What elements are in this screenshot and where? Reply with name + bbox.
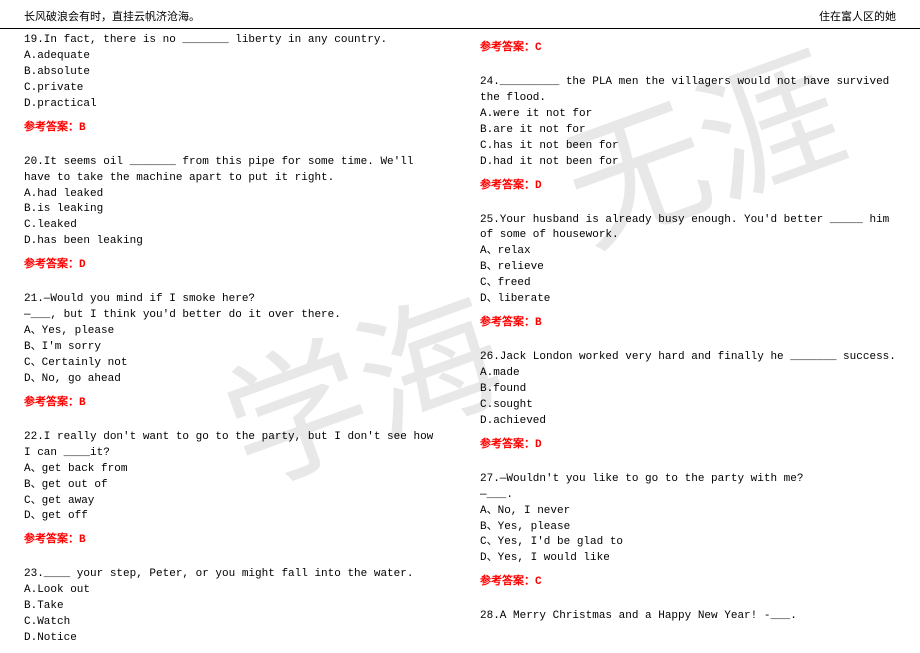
options-list: A、Yes, pleaseB、I'm sorryC、Certainly notD…	[24, 324, 440, 388]
question-text: 19.In fact, there is no _______ liberty …	[24, 33, 440, 49]
reference-answer: 参考答案：B	[24, 533, 440, 549]
reference-answer: 参考答案：B	[24, 396, 440, 412]
question-block: 23.____ your step, Peter, or you might f…	[24, 567, 440, 647]
option-item: C.private	[24, 81, 440, 97]
reference-answer: 参考答案：D	[480, 438, 896, 454]
option-item: D.had it not been for	[480, 155, 896, 171]
question-block: 27.—Wouldn't you like to go to the party…	[480, 472, 896, 592]
option-item: C.has it not been for	[480, 139, 896, 155]
option-item: B.Take	[24, 599, 440, 615]
option-item: A.made	[480, 366, 896, 382]
question-text: 28.A Merry Christmas and a Happy New Yea…	[480, 609, 896, 625]
option-item: A、relax	[480, 244, 896, 260]
question-block: 28.A Merry Christmas and a Happy New Yea…	[480, 609, 896, 625]
option-item: C.leaked	[24, 218, 440, 234]
options-list: A、get back fromB、get out ofC、get awayD、g…	[24, 462, 440, 526]
option-item: C、freed	[480, 276, 896, 292]
reference-answer: 参考答案：B	[24, 121, 440, 137]
right-column: 参考答案：C 24._________ the PLA men the villa…	[460, 33, 896, 653]
question-text: 22.I really don't want to go to the part…	[24, 430, 440, 462]
question-block: 21.—Would you mind if I smoke here? —___…	[24, 292, 440, 412]
options-list: A.had leakedB.is leakingC.leakedD.has be…	[24, 187, 440, 251]
content-columns: 19.In fact, there is no _______ liberty …	[0, 29, 920, 653]
option-item: C.Watch	[24, 615, 440, 631]
option-item: B.absolute	[24, 65, 440, 81]
reference-answer: 参考答案：C	[480, 41, 896, 57]
reference-answer: 参考答案：B	[480, 316, 896, 332]
option-item: C、Certainly not	[24, 356, 440, 372]
option-item: A.had leaked	[24, 187, 440, 203]
option-item: B.is leaking	[24, 202, 440, 218]
reference-answer: 参考答案：D	[480, 179, 896, 195]
option-item: B.found	[480, 382, 896, 398]
options-list: A、relaxB、relieveC、freedD、liberate	[480, 244, 896, 308]
question-text: 21.—Would you mind if I smoke here? —___…	[24, 292, 440, 324]
option-item: C.sought	[480, 398, 896, 414]
header-quote-right: 住在富人区的她	[819, 8, 896, 24]
option-item: B、Yes, please	[480, 520, 896, 536]
options-list: A、No, I neverB、Yes, pleaseC、Yes, I'd be …	[480, 504, 896, 568]
options-list: A.adequateB.absoluteC.privateD.practical	[24, 49, 440, 113]
question-block: 参考答案：C	[480, 41, 896, 57]
question-block: 20.It seems oil _______ from this pipe f…	[24, 155, 440, 275]
option-item: B.are it not for	[480, 123, 896, 139]
question-block: 24._________ the PLA men the villagers w…	[480, 75, 896, 195]
option-item: A、get back from	[24, 462, 440, 478]
options-list: A.madeB.foundC.soughtD.achieved	[480, 366, 896, 430]
options-list: A.were it not forB.are it not forC.has i…	[480, 107, 896, 171]
option-item: D、No, go ahead	[24, 372, 440, 388]
option-item: D.Notice	[24, 631, 440, 647]
page-header: 长风破浪会有时，直挂云帆济沧海。 住在富人区的她	[0, 0, 920, 29]
option-item: A.adequate	[24, 49, 440, 65]
question-block: 26.Jack London worked very hard and fina…	[480, 350, 896, 454]
question-text: 23.____ your step, Peter, or you might f…	[24, 567, 440, 583]
option-item: C、Yes, I'd be glad to	[480, 535, 896, 551]
option-item: D、Yes, I would like	[480, 551, 896, 567]
option-item: C、get away	[24, 494, 440, 510]
question-text: 24._________ the PLA men the villagers w…	[480, 75, 896, 107]
option-item: A.Look out	[24, 583, 440, 599]
options-list: A.Look outB.TakeC.WatchD.Notice	[24, 583, 440, 647]
option-item: B、relieve	[480, 260, 896, 276]
option-item: A.were it not for	[480, 107, 896, 123]
header-quote-left: 长风破浪会有时，直挂云帆济沧海。	[24, 8, 200, 24]
option-item: B、get out of	[24, 478, 440, 494]
question-text: 25.Your husband is already busy enough. …	[480, 213, 896, 245]
option-item: A、No, I never	[480, 504, 896, 520]
option-item: D、get off	[24, 509, 440, 525]
reference-answer: 参考答案：C	[480, 575, 896, 591]
option-item: D.achieved	[480, 414, 896, 430]
option-item: D、liberate	[480, 292, 896, 308]
left-column: 19.In fact, there is no _______ liberty …	[24, 33, 460, 653]
option-item: D.has been leaking	[24, 234, 440, 250]
question-block: 22.I really don't want to go to the part…	[24, 430, 440, 550]
option-item: B、I'm sorry	[24, 340, 440, 356]
option-item: D.practical	[24, 97, 440, 113]
question-text: 26.Jack London worked very hard and fina…	[480, 350, 896, 366]
reference-answer: 参考答案：D	[24, 258, 440, 274]
question-block: 19.In fact, there is no _______ liberty …	[24, 33, 440, 137]
question-block: 25.Your husband is already busy enough. …	[480, 213, 896, 333]
question-text: 20.It seems oil _______ from this pipe f…	[24, 155, 440, 187]
option-item: A、Yes, please	[24, 324, 440, 340]
question-text: 27.—Wouldn't you like to go to the party…	[480, 472, 896, 504]
